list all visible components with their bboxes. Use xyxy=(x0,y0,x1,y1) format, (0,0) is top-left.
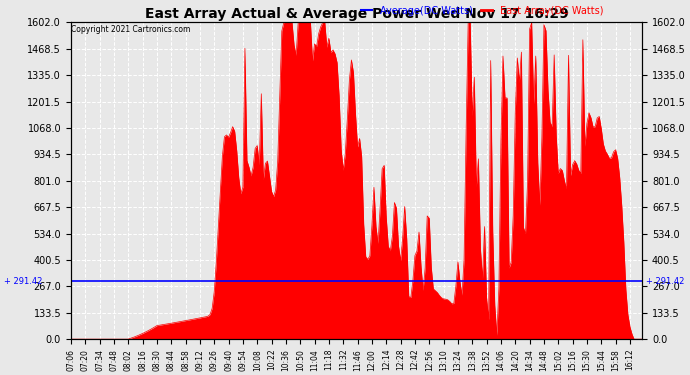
Title: East Array Actual & Average Power Wed Nov 17 16:29: East Array Actual & Average Power Wed No… xyxy=(145,7,569,21)
Text: Copyright 2021 Cartronics.com: Copyright 2021 Cartronics.com xyxy=(71,25,190,34)
Legend: Average(DC Watts), East Array(DC Watts): Average(DC Watts), East Array(DC Watts) xyxy=(357,2,608,20)
Text: + 291.42: + 291.42 xyxy=(4,277,43,286)
Text: + 291.42: + 291.42 xyxy=(647,277,684,286)
